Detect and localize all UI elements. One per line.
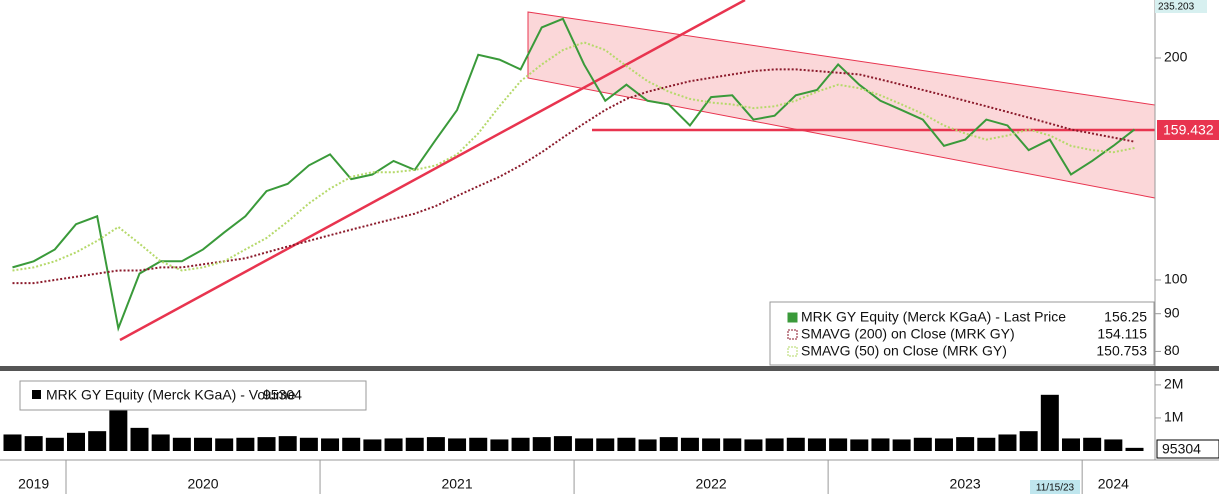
volume-bar	[109, 401, 128, 451]
volume-bar	[998, 434, 1017, 451]
cursor-label-bg	[1030, 480, 1080, 494]
volume-bar	[553, 436, 572, 451]
volume-bar	[977, 437, 996, 451]
volume-legend	[19, 380, 367, 411]
volume-bar	[257, 437, 276, 451]
x-tick-label: 2020	[187, 476, 218, 492]
volume-bar	[575, 438, 594, 451]
series-line	[12, 41, 1135, 272]
volume-bar	[511, 437, 530, 451]
x-tick-label: 2024	[1098, 476, 1129, 492]
legend-name: SMAVG (50) on Close (MRK GY)	[801, 343, 1007, 359]
legend-value: 150.753	[1096, 343, 1147, 359]
volume-bar	[892, 439, 911, 451]
volume-bar	[405, 437, 424, 451]
volume-legend-name: MRK GY Equity (Merck KGaA) - Volume	[46, 387, 296, 403]
volume-bar	[215, 438, 234, 451]
volume-bar	[680, 437, 699, 451]
y-tick-label: 100	[1164, 271, 1188, 287]
legend-value: 156.25	[1104, 309, 1147, 325]
trend-channel	[527, 11, 1156, 199]
volume-bar	[934, 438, 953, 451]
volume-bar	[1083, 437, 1102, 451]
x-tick-label: 2022	[696, 476, 727, 492]
volume-bar	[596, 438, 615, 451]
legend-name: SMAVG (200) on Close (MRK GY)	[801, 326, 1015, 342]
volume-bar	[786, 437, 805, 451]
volume-tag: 95304	[1162, 441, 1201, 457]
legend-name: MRK GY Equity (Merck KGaA) - Last Price	[801, 309, 1066, 325]
volume-bar	[871, 438, 890, 451]
y-tick-label: 80	[1164, 342, 1180, 358]
volume-bar	[67, 432, 85, 451]
volume-bar	[850, 439, 869, 451]
volume-bar	[3, 434, 22, 451]
volume-legend-value: 95304	[263, 387, 302, 403]
volume-bar	[88, 431, 107, 451]
volume-bar	[448, 438, 467, 451]
volume-bar	[659, 437, 678, 451]
x-tick-label: 2023	[950, 476, 981, 492]
volume-bar	[299, 437, 318, 451]
marks	[3, 17, 1144, 451]
series-line	[12, 68, 1135, 285]
top-label: 235.203	[1158, 2, 1195, 13]
volume-bar	[24, 436, 43, 451]
legend-swatch	[787, 329, 798, 340]
panel-divider	[0, 366, 1219, 371]
volume-tag-bg	[1156, 439, 1219, 459]
volume-bar	[469, 437, 488, 451]
volume-tick-label: 2M	[1164, 376, 1183, 392]
series-line	[12, 17, 1136, 332]
price-tag-bg	[1157, 120, 1219, 140]
y-tick-label: 200	[1164, 49, 1188, 65]
volume-bar	[45, 437, 64, 451]
volume-bar	[1019, 431, 1038, 451]
volume-bar	[321, 438, 340, 451]
volume-bar	[913, 437, 932, 451]
price-tag: 159.432	[1163, 122, 1214, 138]
legend	[769, 301, 1155, 366]
volume-bar	[490, 439, 509, 451]
legend-swatch	[787, 312, 798, 323]
volume-bar	[426, 437, 445, 451]
volume-bar	[617, 437, 636, 451]
volume-bar	[807, 438, 826, 451]
volume-bar	[172, 437, 191, 451]
volume-bar	[1040, 394, 1059, 451]
volume-tick-label: 1M	[1164, 409, 1183, 425]
volume-bar	[744, 439, 763, 451]
volume-bar	[1125, 447, 1144, 451]
volume-bar	[956, 437, 975, 451]
volume-bar	[702, 438, 721, 451]
top-label-bg	[1155, 0, 1207, 13]
volume-bar	[1104, 439, 1123, 451]
volume-bar	[829, 438, 848, 451]
volume-bar	[194, 437, 213, 451]
volume-bar	[532, 437, 551, 451]
volume-bar	[384, 438, 403, 451]
volume-bar	[342, 437, 361, 451]
x-tick-label: 2021	[441, 476, 472, 492]
legend-value: 154.115	[1097, 326, 1147, 342]
volume-bar	[278, 436, 297, 451]
volume-bar	[1061, 438, 1080, 451]
trend-line	[119, 0, 746, 342]
volume-bar	[363, 439, 382, 451]
volume-legend-swatch	[32, 390, 41, 399]
cursor-label: 11/15/23	[1036, 483, 1075, 494]
x-tick-label: 2019	[18, 476, 49, 492]
volume-bar	[765, 438, 784, 451]
y-tick-label: 90	[1164, 304, 1180, 320]
legend-swatch	[787, 346, 798, 357]
volume-bar	[236, 437, 255, 451]
volume-bar	[130, 427, 149, 451]
volume-bar	[638, 439, 657, 451]
volume-bar	[151, 434, 170, 451]
volume-bar	[723, 438, 742, 451]
